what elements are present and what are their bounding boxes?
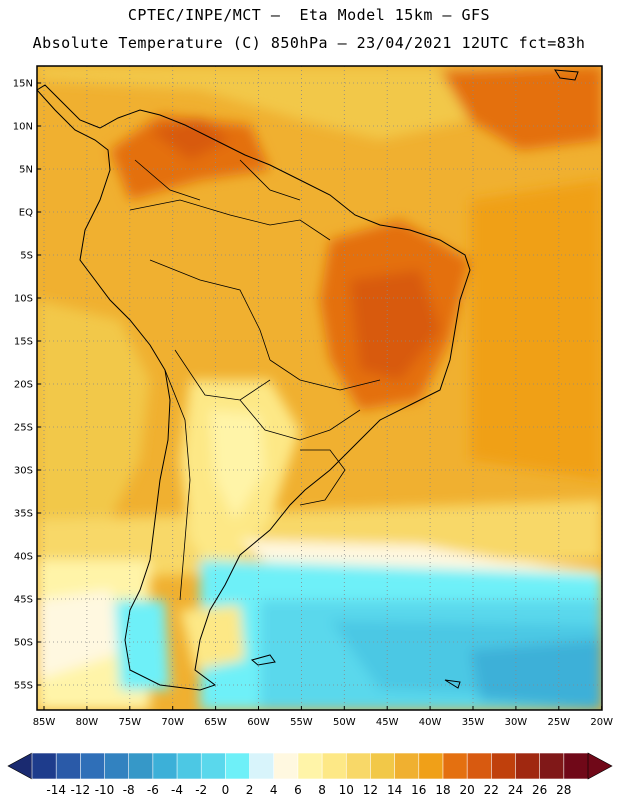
colorbar-high-arrow xyxy=(587,752,613,780)
colorbar-swatch xyxy=(491,752,517,780)
colorbar-tick-label: -10 xyxy=(95,783,115,797)
latitude-label: 15N xyxy=(13,79,33,90)
chart-title-line-1: CPTEC/INPE/MCT – Eta Model 15km – GFS xyxy=(127,6,491,24)
latitude-label: 10S xyxy=(14,294,33,305)
islands xyxy=(250,69,579,689)
colorbar-tick-label: 28 xyxy=(556,783,571,797)
colorbar-swatch xyxy=(394,752,420,780)
colorbar-low-arrow xyxy=(7,752,33,780)
colorbar-tick-label: 14 xyxy=(387,783,402,797)
colorbar-tick-label: -6 xyxy=(147,783,159,797)
colorbar-tick-label: 8 xyxy=(318,783,326,797)
colorbar-swatch xyxy=(152,752,178,780)
colorbar-swatch xyxy=(176,752,202,780)
longitude-label: 55W xyxy=(290,717,313,728)
colorbar-swatch xyxy=(370,752,396,780)
colorbar-tick-label: 2 xyxy=(246,783,254,797)
latitude-label: 5N xyxy=(19,165,33,176)
colorbar-tick-label: 10 xyxy=(339,783,354,797)
colorbar-tick-label: 18 xyxy=(435,783,450,797)
colorbar-swatch xyxy=(104,752,130,780)
longitude-label: 75W xyxy=(118,717,141,728)
colorbar-tick-label: -12 xyxy=(71,783,91,797)
latitude-label: 50S xyxy=(14,638,33,649)
colorbar-swatch xyxy=(345,752,372,780)
latitude-label: 35S xyxy=(14,509,33,520)
colorbar-swatch xyxy=(539,752,565,780)
colorbar-swatch xyxy=(80,752,106,780)
colorbar-tick-label: 6 xyxy=(294,783,302,797)
latitude-label: 55S xyxy=(14,681,33,692)
colorbar-swatch xyxy=(297,752,323,780)
colorbar-tick-label: 24 xyxy=(508,783,523,797)
colorbar-tick-labels: -14 -12 -10 -8 -6 -4 -2 0 2 4 6 8 10 12 14 16 18 20 22 24 26… xyxy=(46,783,571,797)
coastline xyxy=(37,84,471,691)
country-borders xyxy=(129,159,381,601)
colorbar-swatch xyxy=(249,752,275,780)
colorbar-tick-label: 22 xyxy=(484,783,499,797)
latitude-label: 25S xyxy=(14,423,33,434)
latitude-label: 20S xyxy=(14,380,33,391)
colorbar-swatch xyxy=(128,752,154,780)
colorbar-swatch xyxy=(273,752,299,780)
colorbar-tick-label: 4 xyxy=(270,783,278,797)
colorbar-tick-label: 20 xyxy=(459,783,474,797)
latitude-label: 30S xyxy=(14,466,33,477)
colorbar-swatch xyxy=(321,752,347,780)
latitude-label: 5S xyxy=(20,251,33,262)
colorbar-tick-label: 16 xyxy=(411,783,426,797)
colorbar-tick-label: -4 xyxy=(171,783,183,797)
colorbar-swatch xyxy=(225,752,251,780)
colorbar-swatch xyxy=(563,752,589,780)
chart-title-line-2: Absolute Temperature (C) 850hPa – 23/04/… xyxy=(32,34,586,52)
longitude-labels: 85W 80W 75W 70W 65W 60W 55W 50W 45W 40W 35W 30W 25W 2… xyxy=(33,706,613,728)
colorbar-tick-label: -2 xyxy=(195,783,207,797)
colorbar-swatch xyxy=(442,752,468,780)
colorbar-swatch xyxy=(418,752,444,780)
colorbar-swatch xyxy=(200,752,226,780)
latitude-labels: 15N 10N 5N EQ 5S 10S 15S 20S 25S 30S 35S 40S 45S 50S 5… xyxy=(13,79,41,692)
colorbar-swatch xyxy=(515,752,541,780)
latitude-label: 40S xyxy=(14,552,33,563)
map-field xyxy=(37,66,602,710)
longitude-label: 30W xyxy=(505,717,528,728)
latitude-label: 15S xyxy=(14,337,33,348)
longitude-label: 25W xyxy=(547,717,570,728)
colorbar-swatch xyxy=(31,752,57,780)
colorbar-swatch xyxy=(466,752,492,780)
colorbar xyxy=(7,752,613,780)
longitude-label: 35W xyxy=(462,717,485,728)
longitude-label: 85W xyxy=(33,717,56,728)
longitude-label: 80W xyxy=(76,717,99,728)
latitude-label: 45S xyxy=(14,595,33,606)
longitude-label: 20W xyxy=(590,717,613,728)
map-frame xyxy=(36,65,603,711)
colorbar-tick-label: -8 xyxy=(123,783,135,797)
longitude-label: 40W xyxy=(419,717,442,728)
latitude-label: 10N xyxy=(13,122,33,133)
longitude-label: 70W xyxy=(161,717,184,728)
latitude-label: EQ xyxy=(19,208,33,219)
colorbar-tick-label: 0 xyxy=(222,783,230,797)
colorbar-tick-label: 26 xyxy=(532,783,547,797)
colorbar-tick-label: -14 xyxy=(46,783,66,797)
longitude-label: 65W xyxy=(204,717,227,728)
longitude-label: 50W xyxy=(333,717,356,728)
longitude-label: 45W xyxy=(376,717,399,728)
longitude-label: 60W xyxy=(247,717,270,728)
colorbar-tick-label: 12 xyxy=(363,783,378,797)
colorbar-swatch xyxy=(55,752,81,780)
